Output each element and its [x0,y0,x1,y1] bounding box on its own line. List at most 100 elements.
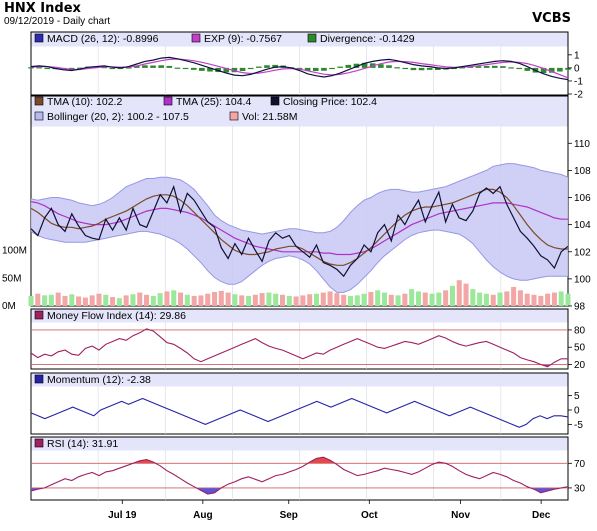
volume-bar [463,283,469,306]
volume-bar [551,292,557,306]
volume-bar [164,291,170,306]
divergence-bar [378,64,384,68]
y-tick-label-mfi: 20 [574,360,586,371]
volume-bar [524,293,530,306]
volume-bar [171,290,177,306]
divergence-bar [557,67,563,72]
x-tick-label: Aug [193,510,212,521]
y-tick-label-price: 110 [574,139,590,150]
volume-bar [239,295,245,306]
divergence-bar [264,65,270,68]
volume-bar [327,291,333,306]
volume-bar [205,293,211,306]
macd-line [30,56,569,81]
divergence-bar [426,67,433,70]
divergence-bar [247,67,254,70]
divergence-bar [410,67,417,71]
volume-bar [110,297,116,306]
divergence-bar [329,67,335,70]
divergence-bar [500,66,506,68]
volume-bar [511,286,517,306]
divergence-bar [524,67,531,71]
divergence-bar [150,65,156,68]
bollinger-upper-line [30,163,569,235]
y-tick-label-mfi: 50 [574,343,586,354]
volume-bar [517,290,523,306]
volume-bar [225,292,231,306]
legend-text-price-4: Vol: 21.58M [242,111,297,123]
volume-bar [157,293,163,306]
legend-swatch-price-4 [229,111,239,121]
divergence-bar [142,65,148,68]
volume-bar [490,294,496,306]
legend-text-price-0: TMA (10): 102.2 [47,96,122,108]
volume-bar [436,292,442,306]
legend-swatch-mfi-0 [34,310,44,320]
volume-axis-label: 100M [2,246,27,257]
volume-bar [123,295,129,306]
legend-swatch-price-0 [34,96,44,106]
volume-bar [402,293,408,306]
volume-bar [449,285,455,306]
divergence-bar [304,67,311,71]
legend-text-momentum-0: Momentum (12): -2.38 [47,374,151,386]
volume-bar [395,295,401,306]
volume-bar [246,295,252,306]
exp-line [30,58,569,79]
volume-bar [497,292,503,306]
y-tick-label-momentum: 5 [574,391,580,402]
volume-bar [218,290,224,306]
divergence-bar [166,65,173,68]
divergence-bar [231,67,238,73]
legend-band-rsi [31,437,568,451]
divergence-bar [540,67,547,74]
divergence-bar [239,67,246,72]
volume-bar [504,291,510,306]
volume-bar [565,293,571,306]
y-tick-label-macd: 0 [574,63,580,74]
y-tick-label-price: 102 [574,247,591,258]
volume-bar [273,293,279,306]
divergence-bar [207,67,213,72]
momentum-line [30,397,569,428]
divergence-bar [68,67,75,70]
volume-bar [232,294,238,306]
divergence-bar [491,65,498,68]
legend-swatch-rsi-0 [34,438,44,448]
volume-axis-label: 50M [2,274,21,285]
volume-bar [443,290,449,306]
divergence-bar [28,67,34,69]
volume-bar [545,293,551,306]
y-tick-label-rsi: 30 [574,483,586,494]
divergence-bar [508,67,514,69]
bollinger-lower-line [30,229,568,293]
volume-bar [409,289,415,306]
legend-swatch-momentum-0 [34,374,44,384]
divergence-bar [345,64,352,68]
divergence-bar [386,65,392,68]
volume-bar [252,294,258,306]
divergence-bar [125,67,132,69]
volume-bar [483,293,489,306]
volume-bar [69,294,75,306]
volume-bar [212,292,218,306]
divergence-bar [133,65,140,68]
x-tick-label: Oct [361,510,378,521]
y-tick-label-momentum: 0 [574,406,580,417]
legend-text-price-1: TMA (25): 104.4 [176,96,251,108]
bollinger-band [31,163,568,293]
y-tick-label-price: 108 [574,166,591,177]
volume-bar [300,295,306,306]
divergence-bar [174,67,181,69]
volume-bar [307,294,313,306]
legend-text-price-2: Closing Price: 102.4 [283,96,377,108]
divergence-bar [223,67,230,73]
volume-bar [144,294,150,306]
rsi-line [30,456,569,495]
divergence-bar [182,67,189,70]
y-tick-label-macd: -1 [574,76,583,87]
divergence-bar [190,67,197,70]
volume-bar [191,295,197,306]
divergence-bar [158,65,164,68]
chart-date: 09/12/2019 - Daily chart [4,16,111,27]
